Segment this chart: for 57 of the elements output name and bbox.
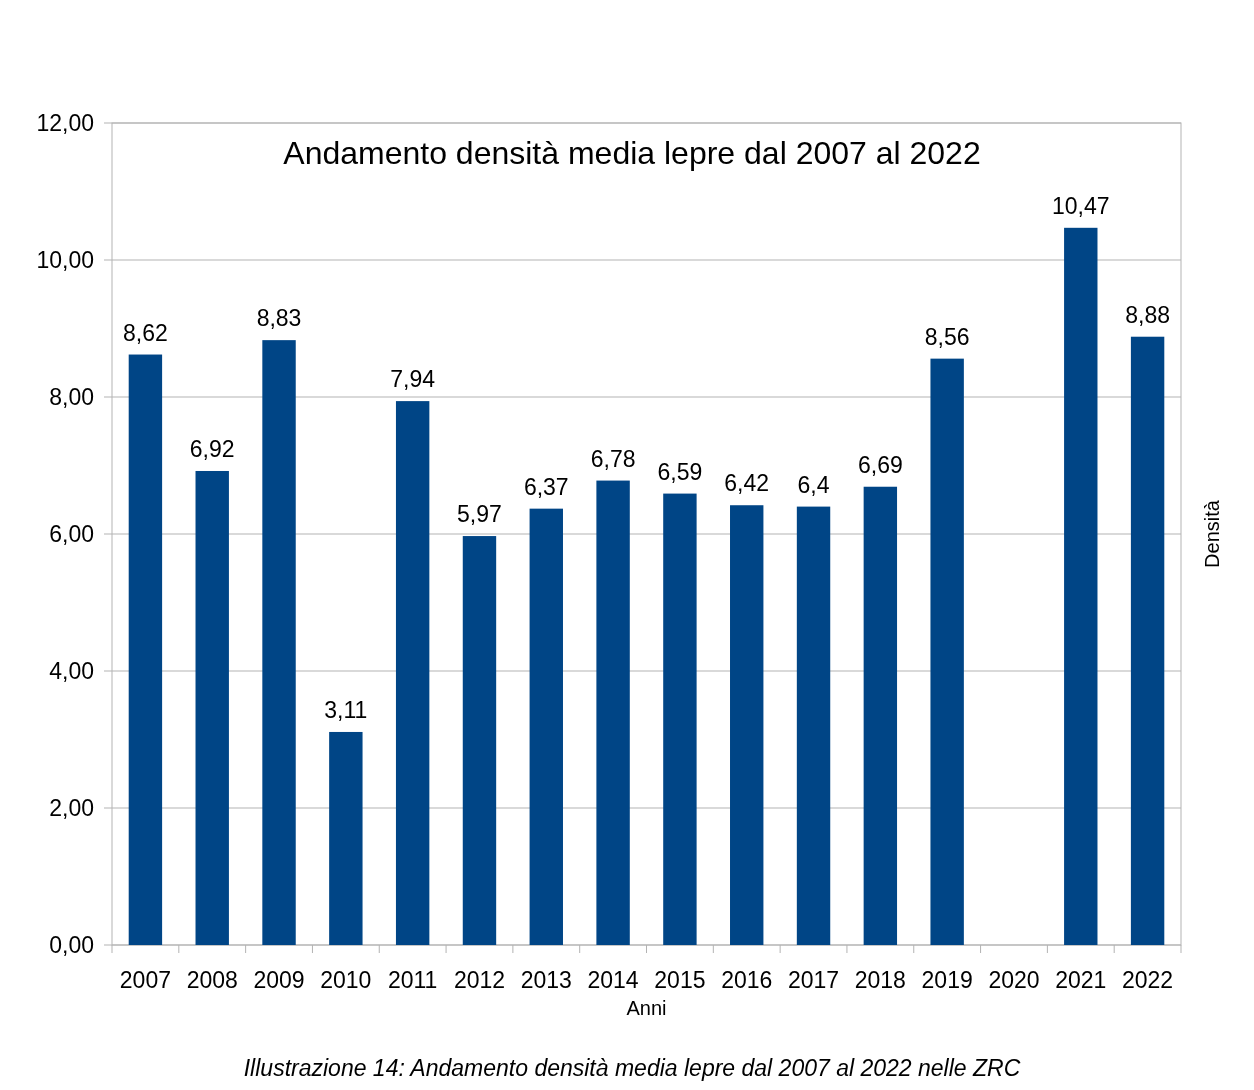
data-label: 5,97	[457, 501, 502, 528]
data-label: 8,62	[123, 319, 168, 346]
data-label: 7,94	[390, 366, 436, 393]
y-tick-label: 6,00	[49, 521, 94, 548]
x-tick-label: 2008	[186, 967, 238, 993]
data-label: 6,92	[189, 435, 235, 462]
bar	[863, 486, 898, 945]
x-tick-label: 2012	[453, 967, 506, 993]
x-tick-label: 2010	[320, 967, 372, 993]
x-tick-label: 2014	[587, 967, 639, 993]
data-label: 6,59	[657, 458, 703, 485]
x-tick-label: 2016	[721, 967, 773, 993]
y-tick-label: 2,00	[49, 795, 94, 822]
y-tick-label: 4,00	[49, 658, 94, 685]
data-label: 8,88	[1125, 301, 1170, 328]
data-label: 6,37	[523, 473, 569, 500]
bar	[462, 536, 497, 945]
x-tick-label: 2009	[253, 967, 305, 993]
data-label: 8,56	[924, 323, 970, 350]
bar	[1130, 336, 1165, 945]
x-tick-label: 2020	[988, 967, 1040, 993]
x-tick-label: 2017	[787, 967, 840, 993]
y-tick-label: 12,00	[36, 110, 94, 137]
x-tick-label: 2007	[119, 967, 171, 993]
bar	[395, 401, 430, 945]
y-tick-label: 0,00	[49, 932, 94, 959]
data-label: 6,4	[797, 471, 830, 498]
bar	[195, 470, 229, 945]
y-axis-title: Densità	[1201, 499, 1223, 568]
bar	[262, 340, 296, 945]
x-tick-label: 2013	[520, 967, 572, 993]
bar	[329, 731, 363, 945]
bar	[663, 493, 697, 945]
text: Illustrazione 14: Andamento densità media lepre dal 2007 al 2022 nelle ZRC	[243, 1055, 1021, 1081]
data-label: 8,83	[256, 305, 302, 332]
x-tick-label: 2019	[921, 967, 973, 993]
y-tick-label: 10,00	[36, 247, 94, 274]
x-tick-label: 2021	[1055, 967, 1107, 993]
bar	[596, 480, 630, 945]
data-label: 10,47	[1052, 192, 1110, 219]
x-tick-label: 2011	[387, 967, 438, 993]
bar	[730, 505, 764, 945]
x-tick-label: 2022	[1122, 967, 1174, 993]
x-axis-title: Anni	[626, 997, 667, 1019]
data-label: 3,11	[324, 696, 368, 723]
y-tick-label: 8,00	[49, 384, 94, 411]
chart-title: Andamento densità media lepre dal 2007 al 2022	[283, 135, 981, 171]
x-tick-label: 2018	[854, 967, 906, 993]
bar	[930, 358, 964, 945]
bar	[1064, 227, 1098, 945]
bar	[796, 506, 831, 945]
bar	[529, 508, 563, 945]
data-label: 6,78	[590, 445, 636, 472]
data-label: 6,42	[724, 470, 770, 497]
data-label: 6,69	[857, 451, 903, 478]
bar	[128, 354, 163, 945]
x-tick-label: 2015	[654, 967, 706, 993]
